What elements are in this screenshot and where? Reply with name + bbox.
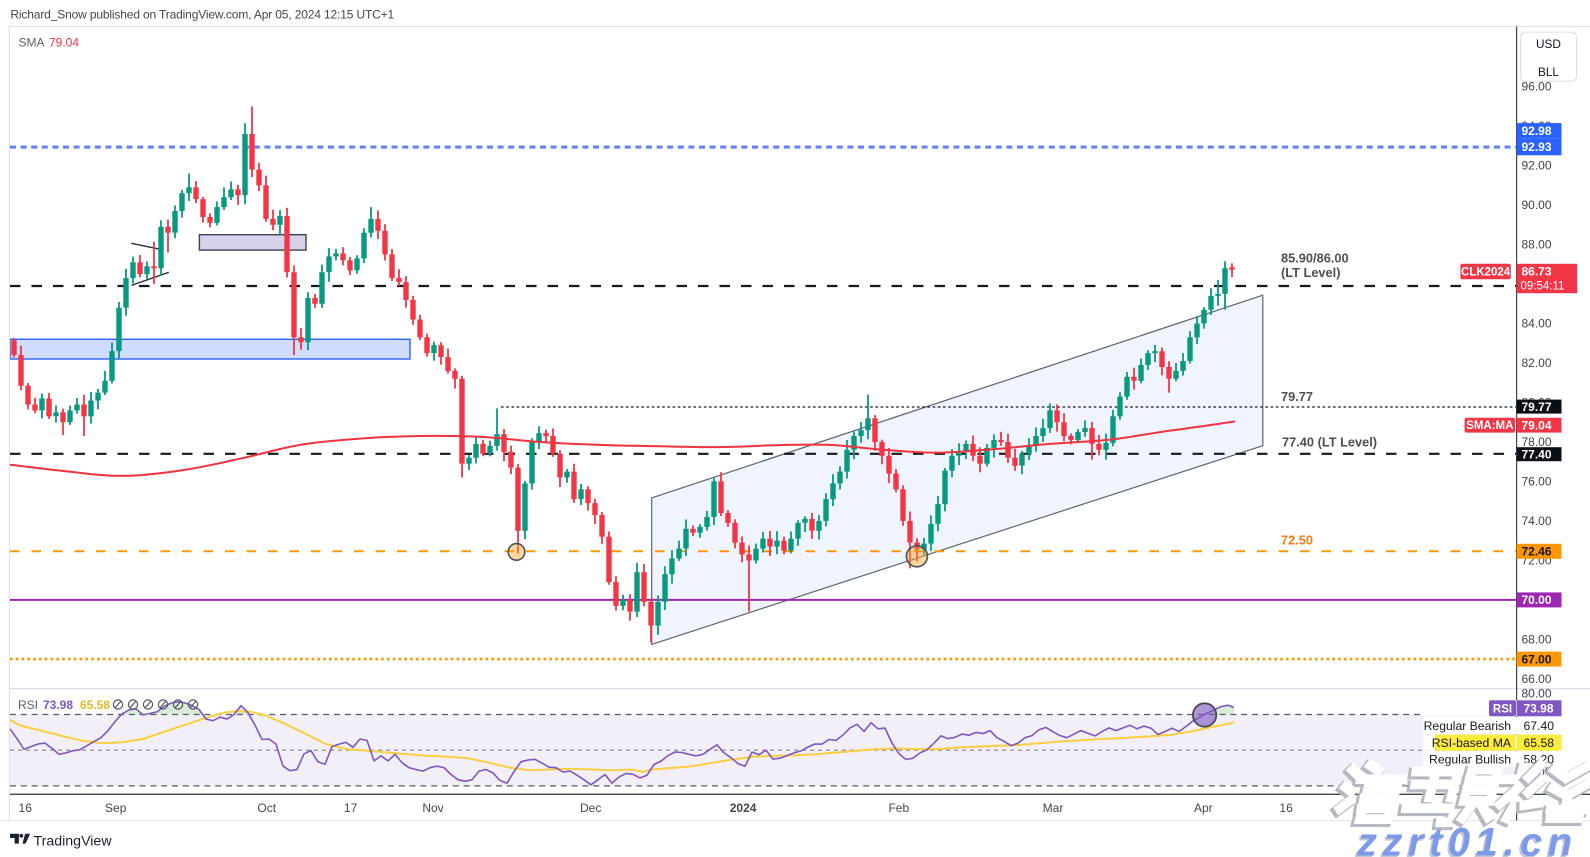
svg-text:RSI: RSI (1493, 703, 1512, 715)
svg-text:SMA: SMA (19, 36, 45, 50)
svg-text:73.98: 73.98 (1524, 702, 1554, 716)
svg-text:Regular Bearish: Regular Bearish (1424, 719, 1511, 733)
svg-text:16: 16 (1279, 801, 1293, 815)
svg-text:Dec: Dec (580, 801, 601, 815)
svg-text:79.77: 79.77 (1522, 400, 1552, 414)
svg-text:73.98: 73.98 (43, 698, 73, 712)
svg-text:Feb: Feb (888, 801, 909, 815)
svg-text:zzrt01.cn: zzrt01.cn (1356, 821, 1578, 857)
svg-text:78.00: 78.00 (1522, 435, 1552, 449)
svg-text:79.04: 79.04 (49, 36, 79, 50)
svg-text:Oct: Oct (257, 801, 276, 815)
svg-text:(LT Level): (LT Level) (1281, 265, 1341, 280)
svg-text:74.00: 74.00 (1522, 514, 1552, 528)
svg-text:BLL: BLL (1538, 65, 1559, 79)
svg-text:70.00: 70.00 (1522, 593, 1552, 607)
svg-text:67.00: 67.00 (1522, 652, 1552, 666)
svg-text:RSI: RSI (18, 698, 38, 712)
svg-text:TradingView: TradingView (34, 834, 113, 850)
svg-text:92.00: 92.00 (1522, 159, 1552, 173)
svg-text:2024: 2024 (730, 801, 757, 815)
svg-text:79.04: 79.04 (1522, 418, 1552, 432)
svg-text:76.00: 76.00 (1522, 474, 1552, 488)
svg-text:SMA:MA: SMA:MA (1466, 420, 1513, 432)
svg-text:79.77: 79.77 (1281, 389, 1313, 404)
svg-text:96.00: 96.00 (1522, 80, 1552, 94)
svg-text:72.50: 72.50 (1281, 533, 1313, 548)
svg-text:65.58: 65.58 (1524, 736, 1555, 750)
svg-text:Regular Bullish: Regular Bullish (1429, 753, 1511, 767)
svg-text:Nov: Nov (422, 801, 443, 815)
svg-text:16: 16 (19, 801, 33, 815)
svg-text:77.40 (LT Level): 77.40 (LT Level) (1282, 435, 1377, 450)
svg-text:17: 17 (344, 801, 358, 815)
svg-text:77.40: 77.40 (1522, 447, 1552, 461)
svg-text:92.98: 92.98 (1522, 124, 1552, 138)
svg-text:RSI-based MA: RSI-based MA (1432, 736, 1512, 750)
svg-text:85.90/86.00: 85.90/86.00 (1281, 251, 1349, 266)
svg-text:84.00: 84.00 (1522, 317, 1552, 331)
svg-text:92.93: 92.93 (1522, 140, 1552, 154)
svg-text:Apr: Apr (1194, 801, 1213, 815)
svg-text:66.00: 66.00 (1522, 672, 1552, 686)
svg-text:86.73: 86.73 (1522, 264, 1552, 278)
svg-text:67.40: 67.40 (1524, 719, 1555, 733)
svg-text:CLK2024: CLK2024 (1461, 267, 1511, 279)
svg-text:Mar: Mar (1043, 801, 1064, 815)
svg-text:72.46: 72.46 (1522, 545, 1552, 559)
svg-text:09:54:11: 09:54:11 (1521, 280, 1565, 292)
svg-text:USD: USD (1536, 37, 1561, 51)
svg-text:90.00: 90.00 (1522, 198, 1552, 212)
svg-text:65.58: 65.58 (80, 698, 110, 712)
svg-text:68.00: 68.00 (1522, 632, 1552, 646)
svg-text:80.00: 80.00 (1522, 687, 1552, 701)
svg-text:82.00: 82.00 (1522, 356, 1552, 370)
svg-text:Richard_Snow published on Trad: Richard_Snow published on TradingView.co… (10, 8, 394, 22)
svg-text:88.00: 88.00 (1522, 238, 1552, 252)
svg-text:Sep: Sep (105, 801, 127, 815)
